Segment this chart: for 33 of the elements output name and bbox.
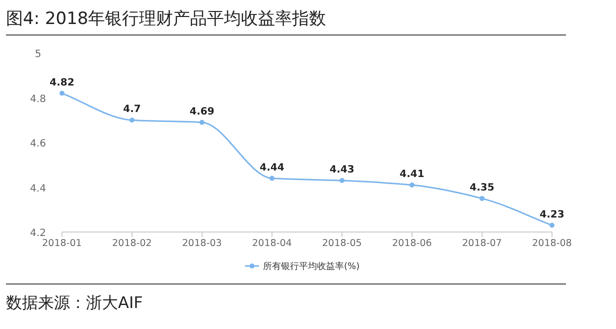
data-label: 4.44 xyxy=(260,162,284,174)
x-tick-label: 2018-05 xyxy=(322,238,362,249)
y-tick-label: 4.4 xyxy=(30,183,46,194)
x-tick-label: 2018-06 xyxy=(392,238,432,249)
y-tick-label: 4.2 xyxy=(30,228,46,239)
data-label: 4.43 xyxy=(330,164,354,176)
point xyxy=(550,222,554,228)
data-label: 4.82 xyxy=(50,77,74,88)
point xyxy=(130,118,134,123)
y-tick-label: 4.6 xyxy=(30,138,46,150)
legend: 所有银行平均收益率(%) xyxy=(245,262,360,272)
data-label: 4.69 xyxy=(190,106,214,118)
point xyxy=(340,178,344,184)
x-tick-label: 2018-08 xyxy=(532,238,572,249)
point xyxy=(200,120,204,125)
x-tick-label: 2018-07 xyxy=(462,238,502,249)
x-tick-label: 2018-03 xyxy=(182,238,222,249)
data-label: 4.7 xyxy=(123,104,141,116)
source-note: 数据来源：浙大AIF xyxy=(6,293,143,312)
legend-label: 所有银行平均收益率(%) xyxy=(263,261,360,272)
y-tick-label: 5 xyxy=(34,49,42,60)
data-label: 4.23 xyxy=(540,209,564,220)
x-tick-label: 2018-01 xyxy=(42,238,82,249)
point xyxy=(60,90,64,96)
x-tick-label: 2018-04 xyxy=(252,238,292,249)
data-label: 4.35 xyxy=(470,182,494,194)
point xyxy=(480,196,484,201)
data-label: 4.41 xyxy=(400,169,424,180)
y-tick-label: 4.8 xyxy=(30,94,46,105)
x-tick-label: 2018-02 xyxy=(112,238,152,249)
point xyxy=(270,176,274,181)
chart-title: 图4: 2018年银行理财产品平均收益率指数 xyxy=(6,9,326,29)
point xyxy=(410,182,414,188)
